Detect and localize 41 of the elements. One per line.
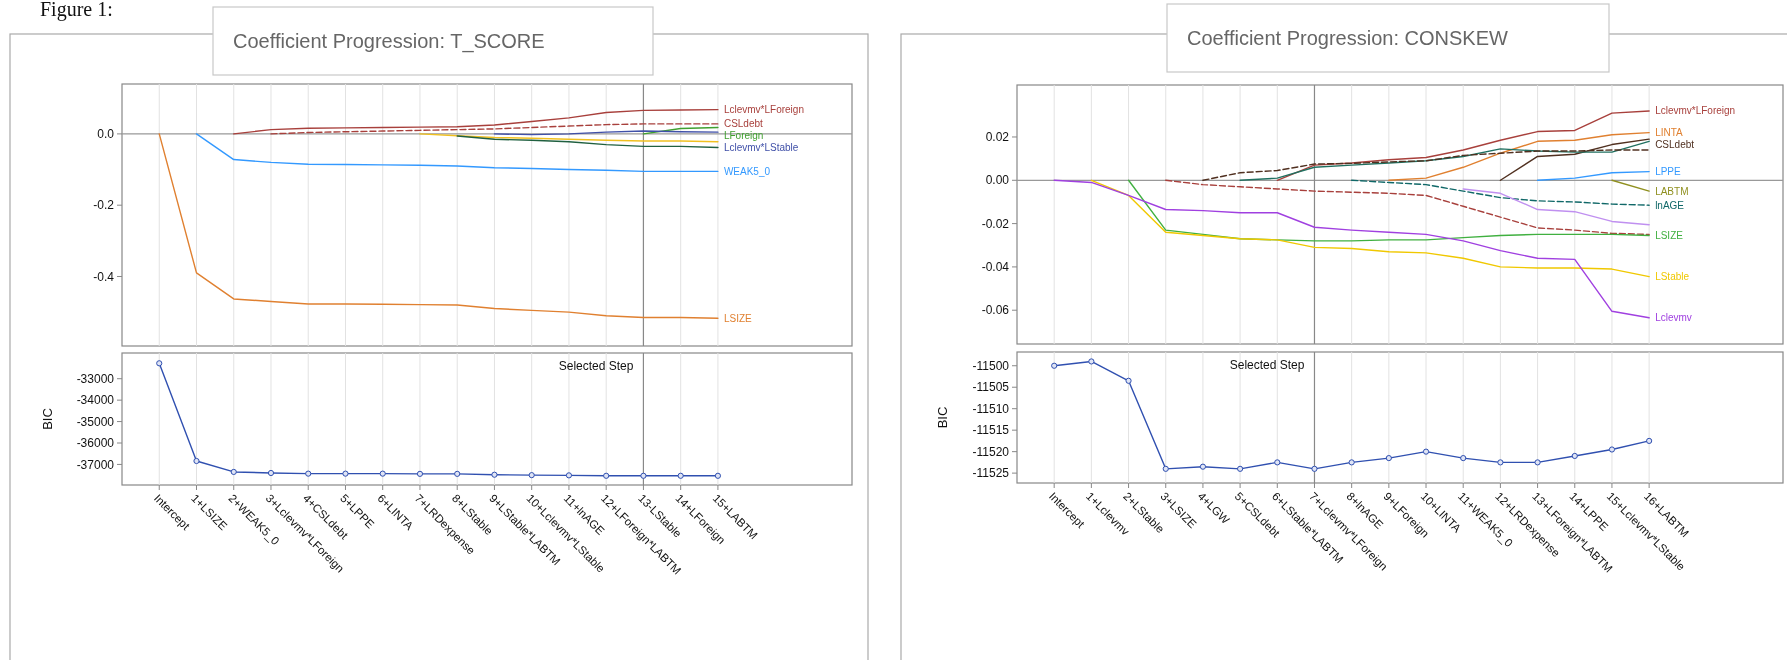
series-label: lnAGE xyxy=(1655,199,1685,211)
ref-line-label: Selected Step xyxy=(1229,358,1305,372)
y-tick-label: -37000 xyxy=(76,457,115,472)
y-tick-label: -11505 xyxy=(972,380,1010,395)
y-tick-label: -11520 xyxy=(972,444,1010,459)
series-label: Lclevmv*LForeign xyxy=(723,104,804,116)
series-label: LINTA xyxy=(1655,127,1684,139)
series-label: Lclevmv*LStable xyxy=(723,142,799,154)
series-label: LForeign xyxy=(723,130,764,142)
series-label: LSIZE xyxy=(1655,230,1684,242)
y-tick-label: -33000 xyxy=(76,371,115,386)
series-label: CSLdebt xyxy=(1655,139,1695,151)
series-label: Lclevmv xyxy=(1655,312,1692,324)
y-tick-label: -36000 xyxy=(76,436,115,451)
series-label: CSLdebt xyxy=(723,118,764,130)
y-tick-label: -11510 xyxy=(972,401,1010,416)
chart-title: Coefficient Progression: CONSKEW xyxy=(1187,27,1508,49)
y-tick-label: -0.04 xyxy=(981,260,1010,275)
series-label: LStable xyxy=(1655,271,1690,283)
y-tick-label: -34000 xyxy=(76,393,115,408)
series-label: LABTM xyxy=(1655,185,1689,197)
caption: Figure 1: xyxy=(40,0,113,21)
chart-title: Coefficient Progression: T_SCORE xyxy=(233,30,545,53)
y-tick-label: -0.2 xyxy=(93,198,115,213)
y-axis-title: BIC xyxy=(40,408,55,430)
y-tick-label: -0.02 xyxy=(981,216,1010,231)
series-label: LSIZE xyxy=(723,312,753,324)
y-tick-label: -11515 xyxy=(972,423,1010,438)
y-tick-label: -0.06 xyxy=(981,303,1010,318)
y-tick-label: 0.02 xyxy=(985,130,1010,145)
y-tick-label: 0.0 xyxy=(97,127,115,142)
series-label: WEAK5_0 xyxy=(723,165,771,177)
series-label: Lclevmv*LForeign xyxy=(1655,105,1736,117)
y-tick-label: 0.00 xyxy=(985,173,1010,188)
series-label: LPPE xyxy=(1655,166,1682,178)
y-tick-label: -11500 xyxy=(972,358,1010,373)
ref-line-label: Selected Step xyxy=(558,359,634,373)
y-tick-label: -35000 xyxy=(76,414,115,429)
y-tick-label: -11525 xyxy=(972,466,1010,481)
y-tick-label: -0.4 xyxy=(93,269,115,284)
y-axis-title: BIC xyxy=(935,406,950,429)
